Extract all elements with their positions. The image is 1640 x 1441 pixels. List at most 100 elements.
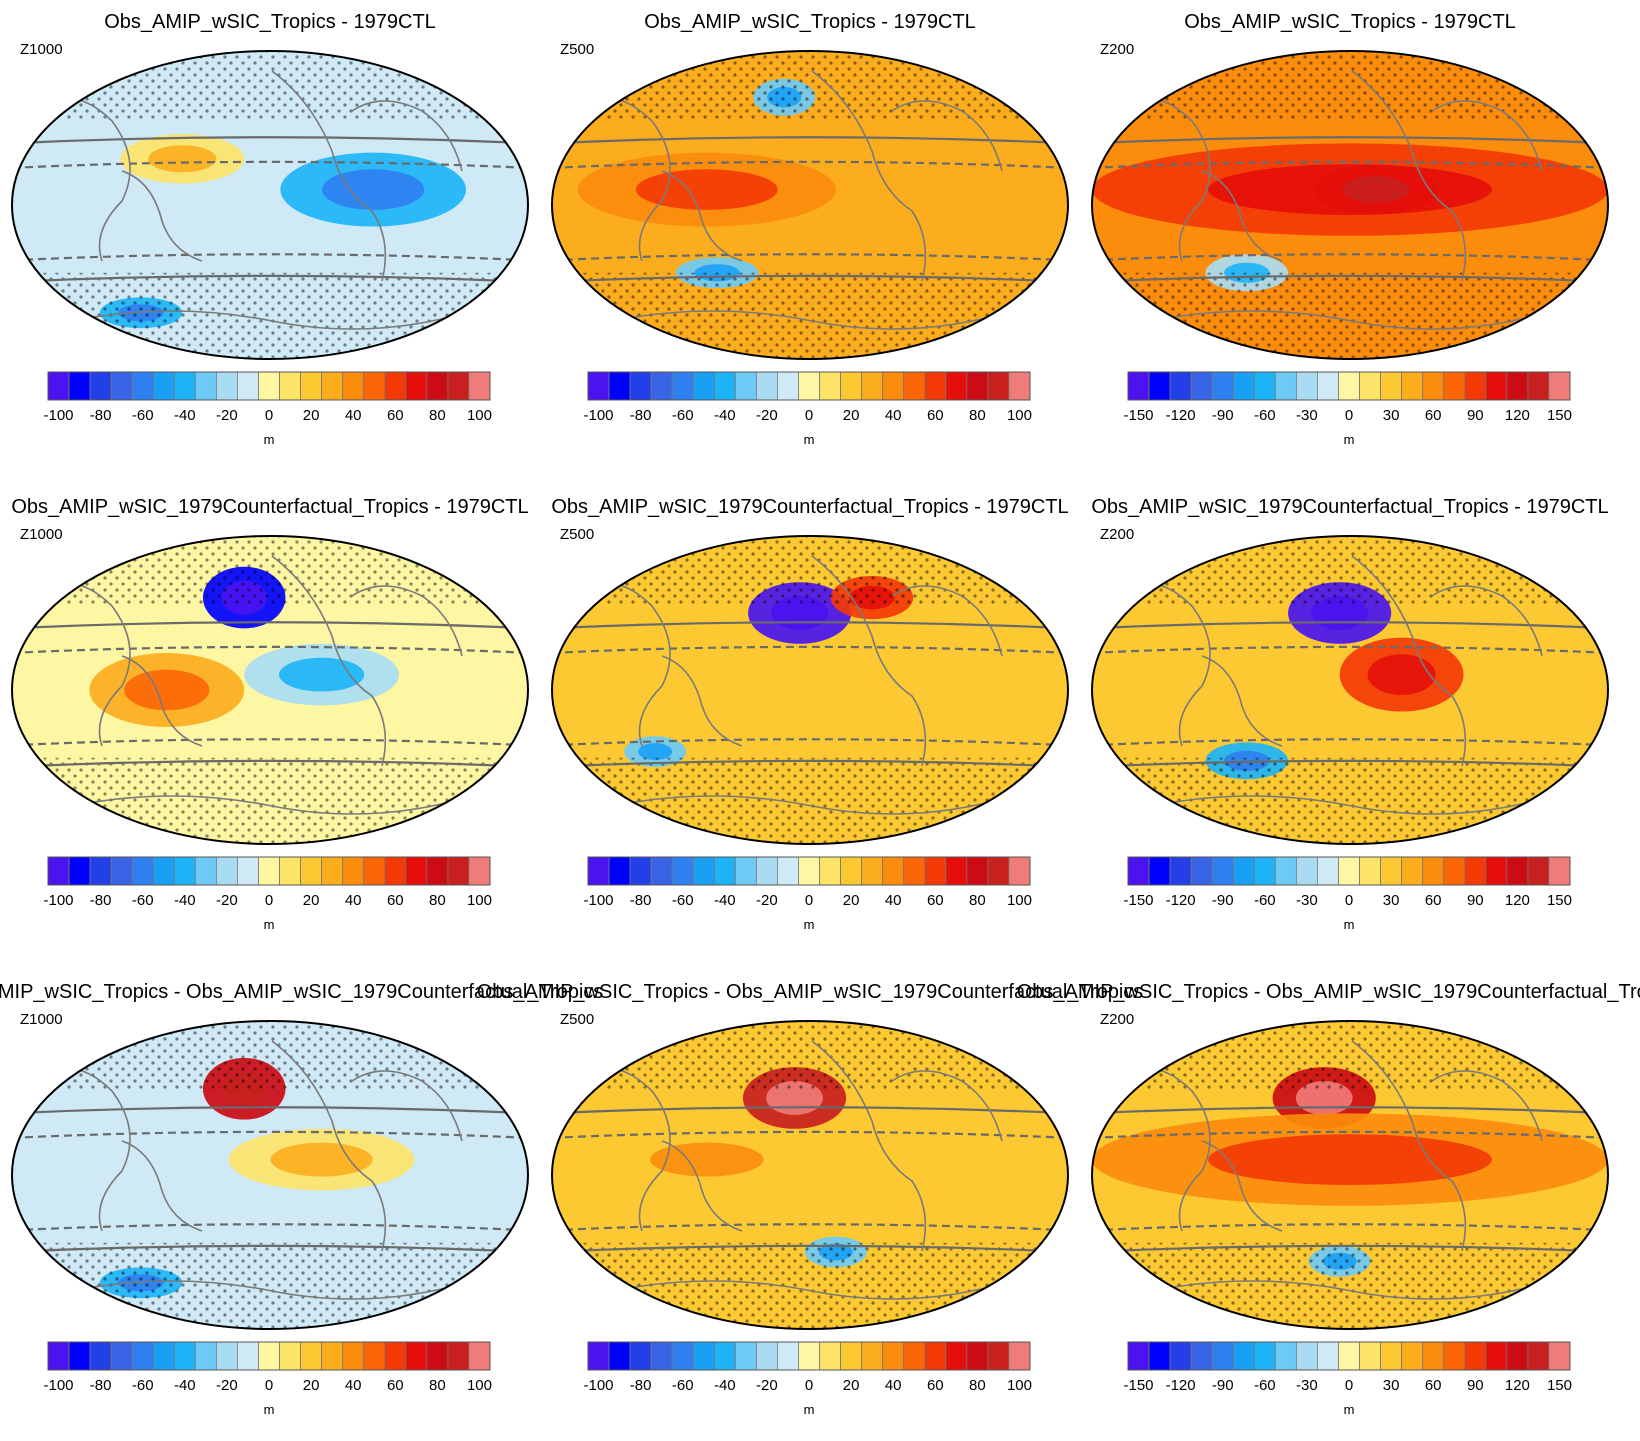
colorbar-tick-label: 60: [1425, 407, 1442, 424]
map-panel: Obs_AMIP_wSIC_Tropics - 1979CTLZ500-100-…: [551, 11, 1069, 447]
colorbar-tick-label: -20: [756, 892, 778, 909]
anomaly-field: [552, 536, 1068, 844]
colorbar-swatch: [363, 1341, 386, 1371]
colorbar-tick-label: -100: [44, 892, 74, 909]
colorbar-swatch: [426, 1341, 449, 1371]
coastline: [1351, 70, 1467, 282]
tropics-band-dashed: [552, 160, 1068, 169]
colorbar-swatch: [966, 856, 989, 886]
colorbar-swatch: [110, 856, 133, 886]
anomaly-field: [1092, 1021, 1608, 1329]
colorbar-tick-label: 120: [1505, 892, 1530, 909]
tropics-band-line: [552, 1106, 1068, 1115]
colorbar-swatch: [1548, 856, 1571, 886]
colorbar-swatch: [1190, 371, 1213, 401]
colorbar-swatch: [1485, 371, 1508, 401]
colorbar-swatch: [47, 371, 70, 401]
level-label: Z1000: [20, 1011, 63, 1028]
colorbar-tick-label: 60: [387, 407, 404, 424]
coastline: [71, 310, 473, 330]
anomaly-field: [1092, 536, 1608, 844]
colorbar-swatch: [1548, 1341, 1571, 1371]
colorbar-swatch: [903, 856, 926, 886]
colorbar-swatch: [321, 371, 344, 401]
colorbar-tick-label: -20: [756, 1377, 778, 1394]
colorbar-swatch: [1295, 1341, 1318, 1371]
map-outline: [551, 50, 1069, 360]
colorbar-swatch: [131, 1341, 154, 1371]
colorbar-swatch: [1295, 371, 1318, 401]
colorbar-swatch: [1008, 371, 1031, 401]
colorbar-tick-label: -60: [132, 407, 154, 424]
colorbar-tick-label: 100: [1007, 1377, 1032, 1394]
colorbar-unit: m: [1344, 1402, 1355, 1417]
colorbar-swatch: [1506, 856, 1529, 886]
anomaly-core: [322, 169, 425, 210]
coastline: [71, 795, 473, 815]
colorbar-swatch: [945, 856, 968, 886]
colorbar-swatch: [882, 1341, 905, 1371]
coastline: [1431, 1070, 1543, 1142]
level-label: Z500: [560, 526, 594, 543]
coastline: [1351, 1040, 1467, 1252]
colorbar-unit: m: [804, 917, 815, 932]
coastline: [351, 1070, 463, 1142]
coastline: [891, 100, 1003, 172]
colorbar-tick-label: -100: [584, 407, 614, 424]
colorbar-swatch: [152, 1341, 175, 1371]
colorbar-tick-label: -60: [132, 892, 154, 909]
anomaly-core: [650, 1142, 764, 1177]
colorbar-tick-label: -90: [1212, 407, 1234, 424]
colorbar-frame: [47, 856, 491, 886]
colorbar-swatch: [1211, 371, 1234, 401]
colorbar-tick-label: -20: [216, 1377, 238, 1394]
colorbar-swatch: [650, 371, 673, 401]
level-label: Z500: [560, 1011, 594, 1028]
colorbar-tick-label: -40: [174, 892, 196, 909]
colorbar-tick-label: -120: [1166, 1377, 1196, 1394]
colorbar-swatch: [237, 1341, 259, 1371]
colorbar-frame: [1127, 856, 1571, 886]
coastline: [611, 1280, 1013, 1300]
colorbar-swatch: [1295, 856, 1318, 886]
colorbar-unit: m: [804, 1402, 815, 1417]
colorbar-tick-label: -30: [1296, 892, 1318, 909]
colorbar-swatch: [1506, 371, 1529, 401]
colorbar-tick-label: -60: [132, 1377, 154, 1394]
colorbar-frame: [587, 856, 1031, 886]
tropics-band-line: [1092, 1244, 1608, 1253]
colorbar-tick-label: -40: [714, 407, 736, 424]
colorbar-swatch: [1380, 856, 1403, 886]
stipple-north: [12, 51, 528, 119]
colorbar-swatch: [966, 371, 989, 401]
colorbar-tick-label: 80: [969, 407, 986, 424]
colorbar-swatch: [363, 856, 386, 886]
colorbar-swatch: [713, 1341, 736, 1371]
colorbar-swatch: [734, 371, 757, 401]
panel-title: Obs_AMIP_wSIC_1979Counterfactual_Tropics…: [1091, 496, 1608, 518]
colorbar-swatch: [384, 371, 407, 401]
stipple-north: [1092, 536, 1608, 604]
colorbar-swatch: [945, 371, 968, 401]
coastline: [1201, 655, 1283, 747]
colorbar-tick-label: 0: [265, 407, 273, 424]
tropics-band-dashed: [12, 645, 528, 654]
colorbar-swatch: [819, 1341, 841, 1371]
colorbar-swatch: [215, 1341, 238, 1371]
colorbar-swatch: [861, 371, 884, 401]
colorbar-tick-label: 0: [265, 1377, 273, 1394]
colorbar-swatch: [629, 1341, 652, 1371]
colorbar-tick-label: 60: [387, 1377, 404, 1394]
anomaly-field: [12, 1021, 528, 1329]
colorbar-swatch: [426, 856, 449, 886]
colorbar-swatch: [1232, 371, 1255, 401]
colorbar-tick-label: 40: [345, 1377, 362, 1394]
anomaly-core: [638, 743, 673, 761]
colorbar-swatch: [152, 371, 175, 401]
colorbar-unit: m: [1344, 917, 1355, 932]
colorbar-tick-label: 80: [429, 1377, 446, 1394]
colorbar-swatch: [279, 1341, 301, 1371]
colorbar-tick-label: -120: [1166, 407, 1196, 424]
tropics-band-dashed: [552, 1223, 1068, 1232]
colorbar-swatch: [468, 371, 491, 401]
